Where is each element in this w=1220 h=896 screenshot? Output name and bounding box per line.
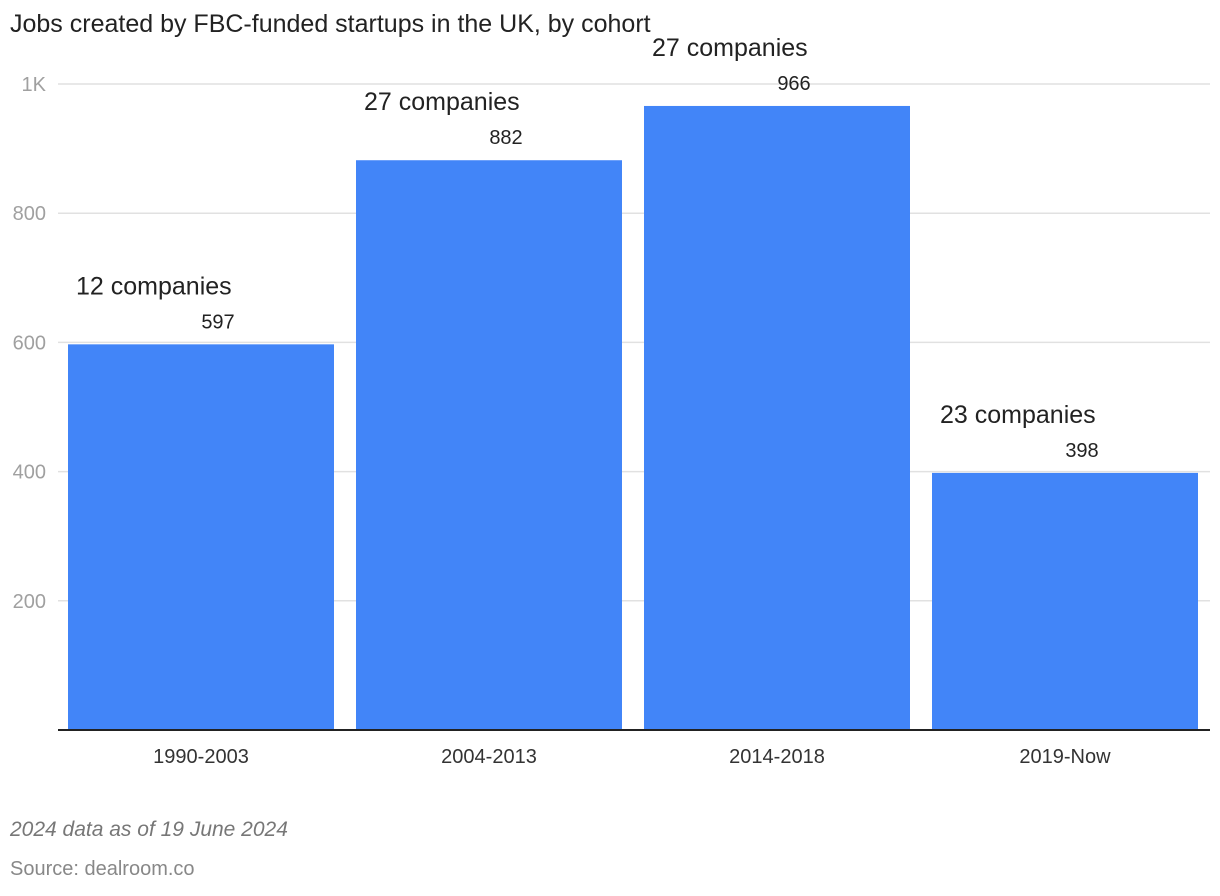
x-tick-label: 2019-Now	[1019, 746, 1111, 768]
bar-value-label: 882	[489, 127, 522, 149]
bar-value-label: 398	[1065, 440, 1098, 462]
bar-annotation: 27 companies	[652, 34, 808, 62]
data-labels: 597 12 companies 882 27 companies 966 27 comp…	[76, 34, 1099, 462]
y-tick-label: 400	[13, 462, 46, 484]
bar	[68, 344, 334, 730]
bar-value-label: 966	[777, 73, 810, 95]
y-tick-label: 600	[13, 332, 46, 354]
bars	[68, 105, 1198, 731]
data-note: 2024 data as of 19 June 2024	[10, 818, 288, 841]
chart-title: Jobs created by FBC-funded startups in t…	[10, 10, 651, 38]
bar-annotation: 27 companies	[364, 88, 520, 116]
bar-value-label: 597	[201, 311, 234, 333]
bar	[932, 472, 1198, 730]
x-tick-label: 2004-2013	[441, 746, 537, 768]
source-note: Source: dealroom.co	[10, 858, 195, 880]
bar-annotation: 12 companies	[76, 272, 232, 300]
y-tick-label: 1K	[22, 74, 47, 96]
bar	[356, 160, 622, 730]
y-tick-label: 200	[13, 591, 46, 613]
x-tick-label: 1990-2003	[153, 746, 249, 768]
y-tick-label: 800	[13, 203, 46, 225]
x-tick-label: 2014-2018	[729, 746, 825, 768]
bar	[644, 105, 910, 731]
bar-annotation: 23 companies	[940, 401, 1096, 429]
axes: 200 400 600 800 1K 1990-2003 2004-2013 2014-201…	[13, 74, 1210, 768]
